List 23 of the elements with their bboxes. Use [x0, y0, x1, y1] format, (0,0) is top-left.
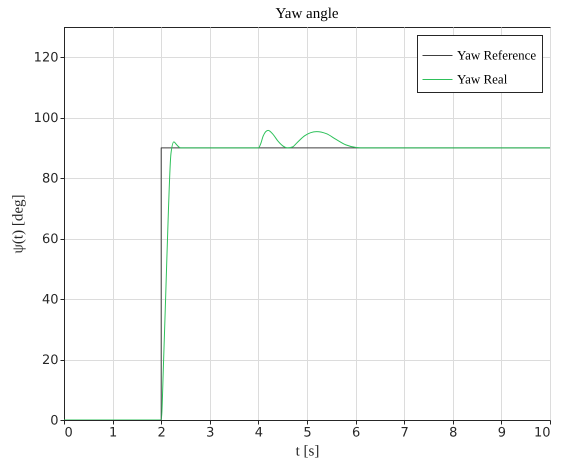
x-tick-label: 2	[158, 426, 166, 440]
legend-label: Yaw Real	[457, 72, 508, 86]
x-axis-title: t [s]	[296, 444, 320, 460]
x-tick-label: 0	[64, 426, 73, 440]
x-tick-label: 9	[498, 426, 506, 440]
x-tick-label: 3	[206, 426, 214, 440]
y-tick-label: 40	[42, 292, 58, 308]
x-tick-label: 6	[352, 426, 360, 440]
y-tick-label: 0	[50, 414, 58, 428]
legend-label: Yaw Reference	[457, 48, 536, 62]
y-tick-label: 100	[34, 111, 58, 126]
y-tick-label: 60	[42, 232, 58, 248]
y-tick-label: 80	[42, 172, 58, 187]
x-tick-label: 8	[449, 426, 458, 440]
y-axis-title: ψ(t) [deg]	[10, 194, 27, 254]
y-tick-label: 20	[42, 353, 58, 368]
y-tick-label: 120	[34, 50, 58, 66]
chart-title: Yaw angle	[275, 6, 339, 22]
x-tick-label: 5	[303, 426, 312, 440]
x-tick-label: 4	[254, 426, 264, 440]
x-tick-label: 1	[108, 426, 118, 440]
x-tick-label: 10	[534, 426, 550, 440]
x-tick-label: 7	[400, 426, 409, 440]
